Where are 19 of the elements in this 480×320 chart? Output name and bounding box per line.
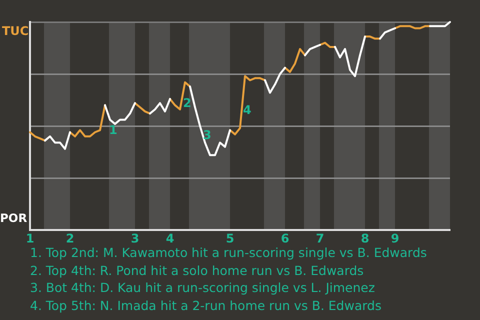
annotation: 4: [243, 103, 252, 117]
x-tick-label: 6: [280, 231, 290, 246]
x-tick-label: 4: [166, 231, 174, 246]
x-tick-label: 9: [390, 231, 400, 246]
text: 3. Bot 4th: D. Kau hit a run-scoring single vs L. Jimenez: [30, 279, 376, 296]
x-tick-label: 7: [316, 231, 324, 246]
text: TUC: [2, 24, 29, 38]
text: 2. Top 4th: R. Pond hit a solo home run vs B. Edwards: [30, 262, 365, 279]
x-tick-label: 5: [226, 231, 234, 246]
annotation: 2: [183, 96, 192, 110]
annotation: 1: [109, 123, 118, 137]
text: 1. Top 2nd: M. Kawamoto hit a run-scoring single vs B. Edwards: [30, 244, 427, 262]
x-tick-label: 2: [66, 231, 74, 246]
text: POR: [0, 211, 28, 225]
x-tick-label: 3: [130, 231, 140, 246]
x-tick-label: 8: [360, 231, 370, 246]
x-tick-label: 1: [26, 231, 34, 246]
text: 4. Top 5th: N. Imada hit a 2-run home run vs B. Edwards: [30, 296, 382, 314]
annotation: 3: [203, 128, 212, 142]
